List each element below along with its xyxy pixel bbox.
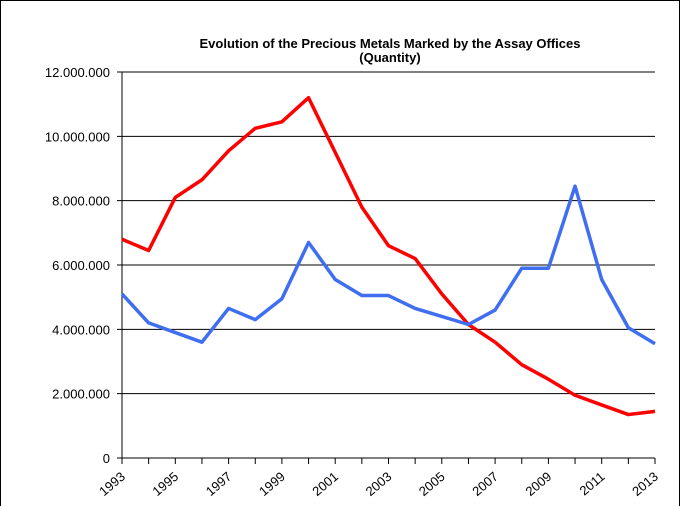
y-tick-label: 10.000.000 [45, 129, 110, 144]
y-tick-label: 8.000.000 [52, 194, 110, 209]
y-tick-label: 2.000.000 [52, 387, 110, 402]
y-tick-label: 6.000.000 [52, 258, 110, 273]
chart-title: Evolution of the Precious Metals Marked … [200, 36, 581, 51]
y-tick-label: 12.000.000 [45, 65, 110, 80]
chart-subtitle: (Quantity) [359, 50, 420, 65]
y-tick-label: 4.000.000 [52, 322, 110, 337]
series-line [121, 95, 656, 417]
series-line [120, 184, 656, 346]
y-tick-label: 0 [103, 451, 110, 466]
